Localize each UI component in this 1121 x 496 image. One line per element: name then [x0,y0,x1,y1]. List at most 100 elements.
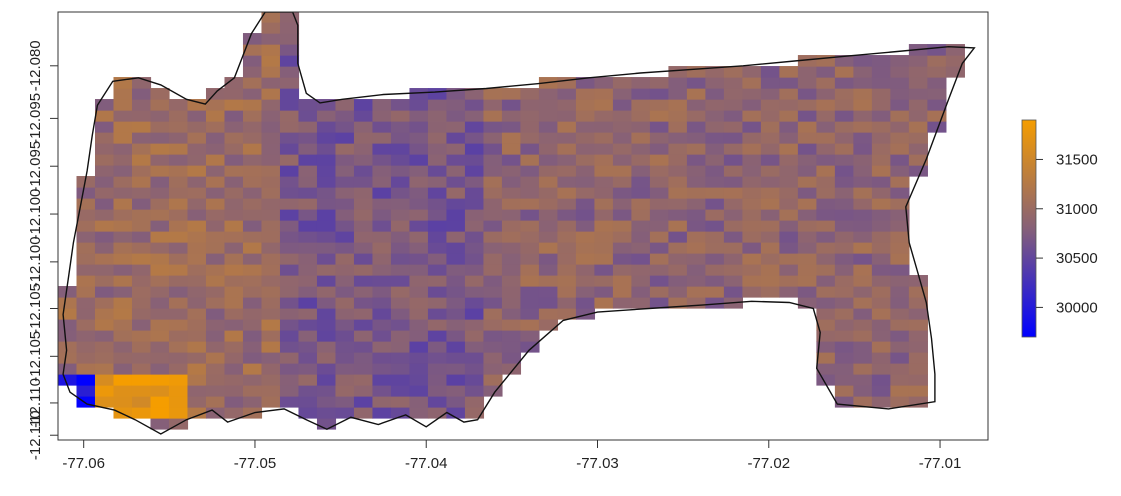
raster-cell [464,88,485,100]
raster-cell [427,297,448,309]
raster-cell [797,275,817,287]
raster-cell [298,154,318,166]
raster-cell [464,275,485,287]
raster-cell [150,187,170,199]
raster-cell [612,209,633,221]
raster-cell [94,132,115,144]
raster-cell [298,187,318,199]
raster-cell [501,264,522,276]
raster-cell [612,286,633,298]
raster-cell [557,220,577,232]
raster-cell [261,77,281,89]
raster-cell [760,242,780,254]
raster-cell [890,286,910,298]
x-tick-label: -77.03 [576,455,619,472]
raster-cell [94,99,115,111]
raster-cell [279,187,300,199]
raster-cell [353,374,374,386]
raster-cell [94,297,115,309]
raster-cell [890,319,910,331]
raster-cell [242,198,263,210]
raster-cell [908,55,928,67]
raster-cell [797,121,817,133]
raster-cell [187,374,207,386]
raster-cell [131,363,152,375]
raster-cell [446,330,466,342]
raster-cell [372,110,392,122]
raster-cell [298,308,318,320]
raster-cell [705,198,725,210]
raster-cell [668,253,688,265]
raster-cell [557,77,577,89]
raster-cell [298,286,318,298]
raster-cell [501,176,522,188]
raster-cell [409,286,429,298]
raster-cell [58,286,78,298]
raster-cell [779,220,799,232]
raster-cell [224,363,244,375]
raster-cell [631,121,651,133]
raster-cell [335,231,355,243]
x-tick-label: -77.02 [748,455,791,472]
raster-cell [575,88,596,100]
raster-cell [242,319,263,331]
raster-cell [224,187,244,199]
raster-cell [94,242,115,254]
raster-cell [427,209,448,221]
raster-cell [779,132,799,144]
raster-cell [853,275,873,287]
raster-cell [242,275,263,287]
raster-cell [353,308,374,320]
raster-cell [464,396,485,408]
raster-cell [242,176,263,188]
raster-cell [890,352,910,364]
raster-cell [668,154,688,166]
raster-cell [686,132,707,144]
raster-cell [131,352,152,364]
raster-cell [742,66,762,78]
raster-cell [187,385,207,397]
raster-cell [353,297,374,309]
raster-cell [316,253,337,265]
raster-cell [538,297,559,309]
raster-cell [113,242,133,254]
raster-cell [649,143,670,155]
raster-cell [520,231,540,243]
raster-cell [316,418,337,430]
raster-cell [335,363,355,375]
raster-cell [224,132,244,144]
raster-cell [150,352,170,364]
raster-cell [501,165,522,177]
raster-cell [372,231,392,243]
raster-cell [483,209,503,221]
raster-cell [76,352,96,364]
raster-cell [224,88,244,100]
raster-cell [150,198,170,210]
raster-cell [187,341,207,353]
raster-cell [113,132,133,144]
raster-cell [261,286,281,298]
raster-cell [427,275,448,287]
raster-cell [834,253,854,265]
raster-cell [816,66,836,78]
raster-cell [575,99,596,111]
raster-cell [131,176,152,188]
raster-cell [890,396,910,408]
raster-cell [520,88,540,100]
raster-cell [501,132,522,144]
raster-cell [316,187,337,199]
raster-cell [557,110,577,122]
raster-cell [945,44,965,56]
raster-cell [261,396,281,408]
raster-cell [612,88,633,100]
raster-cell [538,253,559,265]
raster-cell [94,385,115,397]
raster-cell [446,220,466,232]
raster-cell [261,220,281,232]
raster-cell [113,385,133,397]
raster-cell [501,242,522,254]
raster-cell [150,319,170,331]
raster-cell [409,242,429,254]
raster-cell [409,275,429,287]
raster-cell [705,209,725,221]
